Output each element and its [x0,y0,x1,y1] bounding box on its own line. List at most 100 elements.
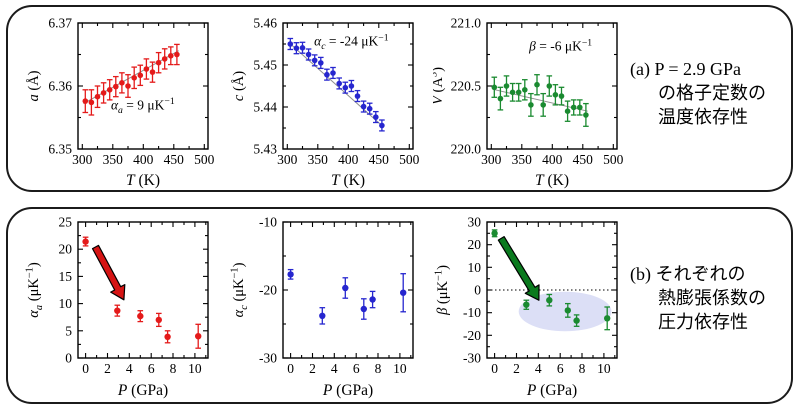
svg-text:4: 4 [126,361,133,376]
svg-text:400: 400 [133,152,154,167]
plot-frame [77,221,209,359]
svg-text:8: 8 [170,361,177,376]
svg-text:350: 350 [103,152,124,167]
panel-a-temperature-dependence [6,5,793,192]
annotation-label: αc = -24 μK−1 [314,33,389,53]
x-axis-label: P (GPa) [526,382,577,399]
svg-text:5.43: 5.43 [253,142,277,157]
svg-text:400: 400 [542,152,563,167]
axis-ticks [283,22,413,150]
svg-text:-10: -10 [463,305,481,320]
trend-arrow [91,244,126,301]
chart-alpha-c-vs-P: 0 2 4 6 8 10 -30 -20 -10 P (GPa) αc (μK−1) [229,208,434,405]
svg-text:2: 2 [513,361,520,376]
svg-text:6: 6 [148,361,155,376]
svg-text:4: 4 [331,361,338,376]
y-axis-label: αc (μK−1) [230,262,250,317]
svg-text:6.35: 6.35 [48,142,72,157]
svg-text:221.0: 221.0 [451,16,482,31]
chart-alpha-a-vs-P: 0 2 4 6 8 10 0 5 10 15 20 25 P (GPa) αa (μK−1) [24,208,229,405]
y-axis-label: a (Å) [26,70,42,101]
panel-b-caption: (b) それぞれの 熱膨張係数の 圧力依存性 [630,262,800,334]
tick-labels: 300 350 400 450 500 6.35 6.36 6.37 [48,16,214,168]
svg-text:220.5: 220.5 [451,79,482,94]
axis-ticks [487,221,617,359]
caption-b-line1: (b) それぞれの [630,264,746,284]
svg-text:10: 10 [188,361,202,376]
svg-text:300: 300 [277,152,298,167]
chart-svg-alpha-c-vs-P: 0 2 4 6 8 10 -30 -20 -10 P (GPa) αc (μK−1) [230,215,414,399]
svg-text:15: 15 [59,269,73,284]
y-axis-label: V (Å3) [433,67,446,105]
svg-text:10: 10 [393,361,407,376]
y-axis-label: c (Å) [231,71,247,101]
data-points [491,229,611,331]
fit-line [288,41,385,128]
svg-text:0: 0 [491,361,498,376]
svg-text:300: 300 [72,152,93,167]
svg-text:450: 450 [369,152,390,167]
axis-ticks [283,221,413,359]
data-points [82,236,202,349]
svg-text:-10: -10 [259,215,277,230]
caption-b-line2: 熱膨張係数の [658,288,766,308]
tick-labels: 300 350 400 450 500 5.43 5.44 5.45 5.46 [253,16,419,168]
x-axis-label: T (K) [126,172,160,189]
chart-a-vs-T: 300 350 400 450 500 6.35 6.36 6.37 T (K) a (Å) αa … [24,5,229,195]
svg-text:6.36: 6.36 [48,79,72,94]
data-points [82,43,180,116]
svg-text:10: 10 [468,260,482,275]
svg-text:220.0: 220.0 [451,142,482,157]
svg-text:0: 0 [65,351,72,366]
svg-text:400: 400 [338,152,359,167]
svg-text:4: 4 [535,361,542,376]
caption-a-line3: 温度依存性 [658,107,748,127]
annotation-label: αa = 9 μK−1 [111,96,175,116]
svg-text:500: 500 [399,152,420,167]
x-axis-label: P (GPa) [322,382,373,399]
axis-ticks [78,22,208,150]
svg-text:-20: -20 [259,283,277,298]
y-axis-label: αa (μK−1) [25,262,45,318]
svg-text:0: 0 [474,283,481,298]
svg-text:30: 30 [468,215,482,230]
y-axis-label: β (μK−1) [434,265,452,316]
svg-text:350: 350 [308,152,329,167]
x-axis-label: T (K) [331,172,365,189]
svg-text:20: 20 [468,237,482,252]
axis-ticks [487,22,617,150]
svg-text:5.44: 5.44 [253,100,277,115]
data-points [287,37,385,132]
chart-c-vs-T: 300 350 400 450 500 5.43 5.44 5.45 5.46 T (K) c (Å… [229,5,434,195]
trend-arrow [497,236,540,301]
x-axis-label: T (K) [535,172,569,189]
x-axis-label: P (GPa) [117,382,168,399]
svg-text:6: 6 [557,361,564,376]
plot-frame [282,221,414,359]
caption-b-line3: 圧力依存性 [658,312,748,332]
annotation-label: β = -6 μK−1 [528,38,592,54]
svg-text:-30: -30 [259,351,277,366]
caption-a-line1: (a) P = 2.9 GPa [630,59,741,79]
chart-V-vs-T: 300 350 400 450 500 220.0 220.5 221.0 T (K) V (Å3… [429,5,638,195]
svg-text:0: 0 [82,361,89,376]
svg-text:5: 5 [65,323,72,338]
svg-text:20: 20 [59,242,73,257]
svg-text:2: 2 [309,361,316,376]
svg-text:5.45: 5.45 [253,58,277,73]
svg-text:300: 300 [481,152,502,167]
svg-text:8: 8 [579,361,586,376]
svg-text:500: 500 [603,152,624,167]
data-points [491,74,589,127]
caption-a-line2: の格子定数の [658,83,766,103]
panel-b-pressure-dependence [6,207,793,404]
svg-text:10: 10 [597,361,611,376]
tick-labels: 300 350 400 450 500 220.0 220.5 221.0 [451,16,624,168]
svg-text:6: 6 [353,361,360,376]
svg-text:2: 2 [104,361,111,376]
chart-svg-V-vs-T: 300 350 400 450 500 220.0 220.5 221.0 T (K) V (Å3… [429,16,624,190]
svg-text:8: 8 [375,361,382,376]
svg-text:6.37: 6.37 [48,16,72,31]
